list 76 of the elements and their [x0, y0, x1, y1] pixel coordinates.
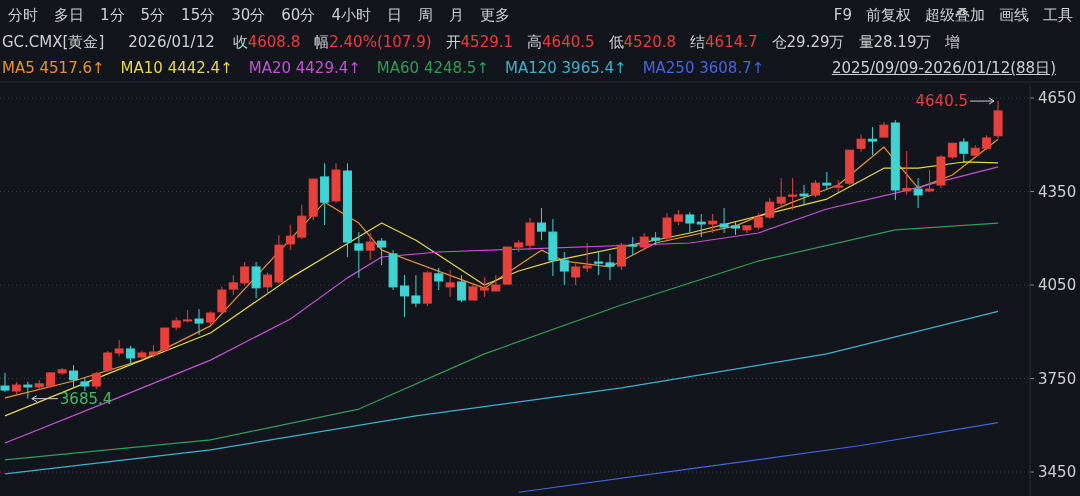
text: 2025/09/09-2026/01/12(88日) [831, 58, 1056, 78]
text: 结4614.7 [690, 32, 758, 51]
text: 分时 [8, 5, 38, 25]
candlestick [194, 308, 204, 336]
text: MA20 4429.4↑ [248, 59, 361, 77]
candlestick [354, 231, 364, 279]
line-series [4, 310, 999, 475]
candlestick [525, 217, 535, 251]
y-tick-label: 4650 [1038, 89, 1077, 108]
candlestick [685, 211, 695, 234]
text: 开4529.1 [445, 32, 514, 51]
y-tick-label: 4050 [1038, 276, 1077, 295]
candlestick [548, 218, 558, 277]
text: 前复权 [866, 5, 911, 25]
text: 多日 [54, 5, 84, 25]
candlestick [274, 234, 284, 285]
text: 仓29.29万 [771, 32, 845, 51]
annotation: 3685.4 [59, 389, 113, 408]
text: 工具 [1043, 5, 1073, 25]
candlestick [320, 162, 330, 226]
candlestick [867, 126, 877, 156]
candlestick [411, 274, 421, 308]
candlestick [331, 162, 341, 204]
text: MA120 3965.4↑ [504, 59, 627, 77]
candlestick [80, 377, 90, 392]
text: MA60 4248.5↑ [376, 59, 489, 77]
text: 高4640.5 [527, 32, 595, 51]
text: 2026/01/12 [128, 33, 215, 51]
candlestick [594, 251, 604, 276]
text: 更多 [479, 5, 510, 25]
annotation: 4640.5 [915, 92, 969, 111]
text: 收4608.8 [232, 32, 301, 51]
chart-title: GC.CMX[黄金] [2, 32, 105, 52]
candlestick [605, 253, 615, 281]
candlestick [0, 372, 10, 393]
candlestick [913, 177, 923, 209]
candlestick [788, 177, 798, 211]
candlestick [217, 286, 227, 315]
line-series [4, 222, 999, 461]
candlestick [400, 274, 409, 318]
text: 月 [448, 5, 464, 25]
candlestick [662, 212, 672, 241]
candlestick [856, 133, 866, 153]
candlestick [251, 261, 261, 299]
text: 画线 [999, 5, 1029, 25]
text: 60分 [281, 5, 316, 25]
text: MA250 3608.7↑ [642, 59, 765, 77]
y-tick-label: 3450 [1038, 463, 1077, 482]
text: 量28.19万 [858, 32, 932, 51]
text: 5分 [140, 5, 166, 25]
line-series [518, 421, 999, 493]
candlestick [719, 207, 729, 234]
text: 4小时 [331, 5, 371, 25]
candlestick [57, 367, 67, 376]
text: 1分 [100, 5, 125, 25]
text: MA5 4517.6↑ [2, 59, 105, 77]
candlestick [137, 349, 147, 361]
candlestick [114, 339, 124, 358]
candlestick [936, 154, 946, 189]
text: 增 [945, 32, 961, 51]
text: 15分 [181, 5, 216, 25]
candlestick [582, 242, 592, 273]
candlestick [388, 249, 398, 291]
text: F9 [833, 6, 852, 24]
candlestick [445, 269, 455, 298]
text: 低4520.8 [608, 32, 677, 51]
text: 日 [386, 5, 402, 25]
text: 30分 [231, 5, 266, 25]
text: 周 [417, 5, 433, 25]
text: 幅2.40%(107.9) [314, 32, 432, 51]
y-tick-label: 3750 [1038, 369, 1077, 388]
text: 超级叠加 [925, 5, 985, 25]
y-tick-label: 4350 [1038, 182, 1077, 201]
candlestick [799, 184, 809, 206]
candlestick [993, 100, 1003, 139]
text: MA10 4442.4↑ [120, 59, 233, 77]
